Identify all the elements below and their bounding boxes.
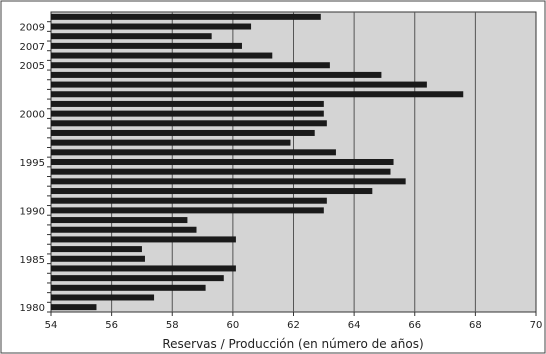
bar: [51, 71, 382, 78]
bar: [51, 236, 236, 243]
bar: [51, 62, 330, 69]
x-axis-ticks: 54 56 58 60 62 64 66 68 70: [45, 312, 543, 331]
bar: [51, 13, 321, 20]
x-tick-label: 66: [408, 320, 421, 331]
y-tick-label: 2007: [20, 42, 45, 53]
bar: [51, 265, 236, 272]
bar: [51, 197, 327, 204]
bar: [51, 81, 427, 88]
x-tick-label: 68: [469, 320, 482, 331]
y-tick-label: 1980: [20, 303, 45, 314]
bar: [51, 255, 145, 262]
x-tick-label: 62: [287, 320, 300, 331]
bar: [51, 275, 224, 282]
bar: [51, 207, 324, 214]
bar: [51, 110, 324, 117]
bar: [51, 188, 373, 195]
bar: [51, 304, 97, 311]
bar: [51, 226, 197, 233]
y-axis-ticks: 1980 1985 1990 1995 2000 2005 2007 2009: [20, 21, 51, 314]
x-tick-label: 54: [45, 320, 58, 331]
bar: [51, 217, 188, 224]
bar: [51, 178, 406, 185]
bar: [51, 100, 324, 107]
bar: [51, 294, 155, 301]
x-tick-label: 64: [348, 320, 361, 331]
bar: [51, 91, 464, 98]
x-axis-label: Reservas / Producción (en número de años…: [162, 337, 423, 351]
bar: [51, 42, 242, 49]
bar: [51, 246, 142, 253]
x-tick-label: 70: [530, 320, 543, 331]
bar: [51, 149, 336, 156]
y-tick-label: 2009: [20, 23, 45, 34]
bar: [51, 139, 291, 146]
bar: [51, 23, 252, 30]
x-tick-label: 60: [227, 320, 240, 331]
bar: [51, 52, 273, 59]
bar: [51, 159, 394, 165]
y-tick-label: 1990: [20, 206, 45, 217]
x-tick-label: 56: [105, 320, 118, 331]
y-tick-label: 2000: [20, 110, 45, 121]
y-tick-label: 1995: [20, 158, 45, 169]
y-tick-label: 1985: [20, 255, 45, 266]
bar: [51, 129, 315, 136]
bars: [51, 13, 464, 311]
bar: [51, 120, 327, 127]
y-tick-label: 2005: [20, 61, 45, 72]
x-tick-label: 58: [166, 320, 179, 331]
bar: [51, 33, 212, 40]
bar: [51, 284, 206, 291]
bar: [51, 168, 391, 175]
